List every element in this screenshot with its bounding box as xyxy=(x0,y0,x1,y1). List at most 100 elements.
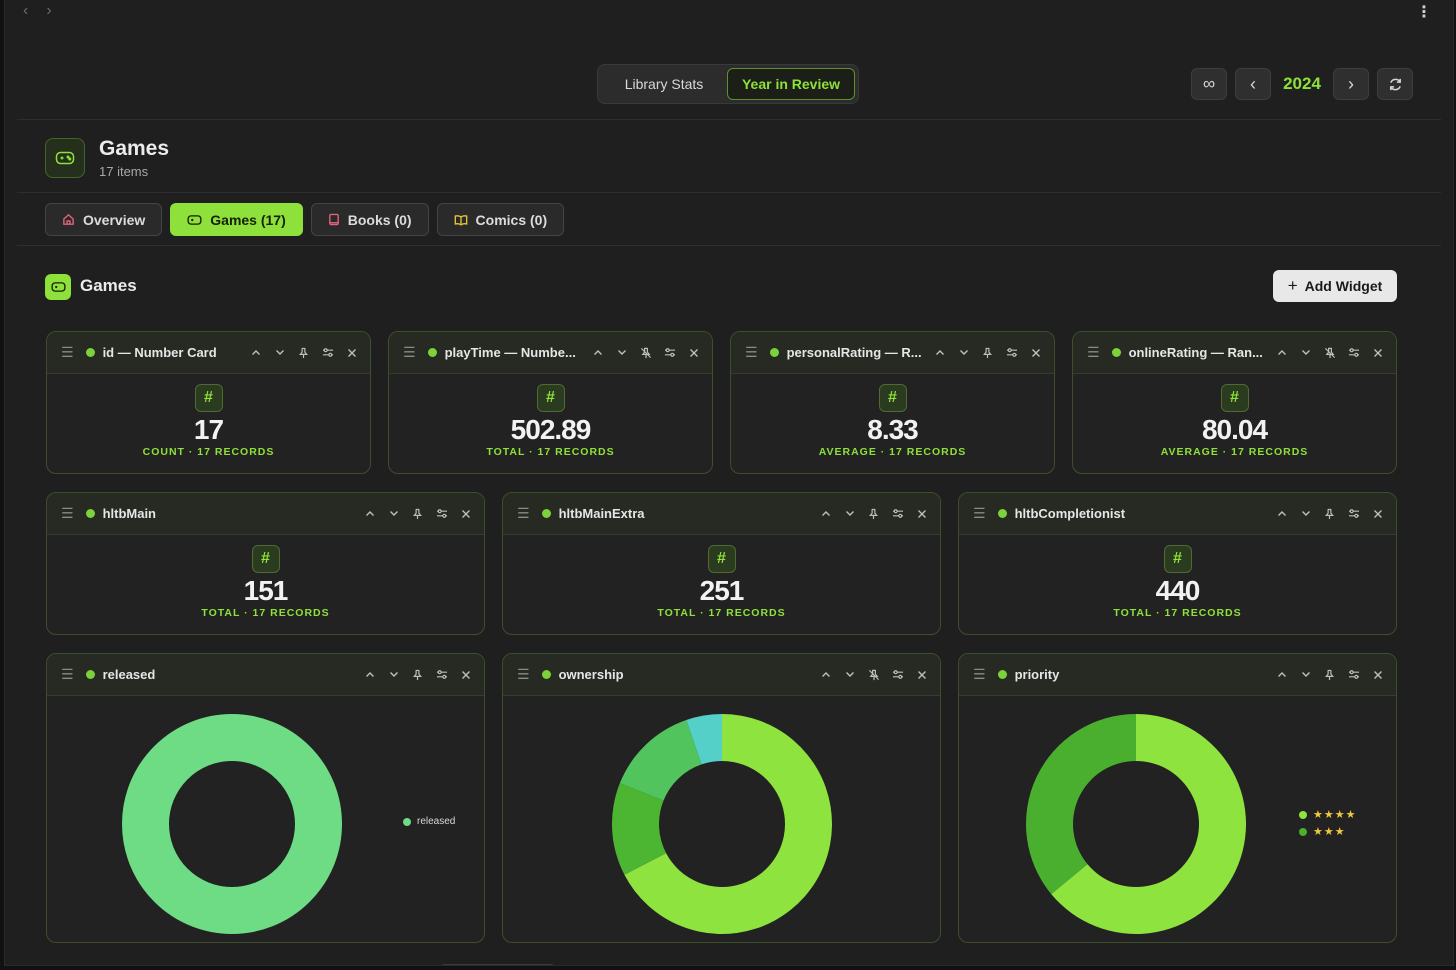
settings-icon[interactable] xyxy=(433,505,450,522)
settings-icon[interactable] xyxy=(889,666,906,683)
move-down-icon[interactable] xyxy=(271,344,288,361)
legend-label: released xyxy=(417,816,456,827)
move-down-icon[interactable] xyxy=(1297,344,1314,361)
drag-handle-icon[interactable]: ☰ xyxy=(1087,344,1100,360)
drag-handle-icon[interactable]: ☰ xyxy=(517,505,530,521)
tab-books[interactable]: Books (0) xyxy=(310,203,429,236)
widget-controls xyxy=(1273,344,1386,361)
pie-slice[interactable] xyxy=(612,783,667,875)
move-up-icon[interactable] xyxy=(1273,666,1290,683)
move-up-icon[interactable] xyxy=(817,666,834,683)
drag-handle-icon[interactable]: ☰ xyxy=(745,344,758,360)
close-icon[interactable] xyxy=(685,344,702,361)
chevron-left-icon: ‹ xyxy=(1250,73,1256,94)
donut-chart-widget: ☰ priority ★★★★ ★★★ xyxy=(958,653,1397,943)
drag-handle-icon[interactable]: ☰ xyxy=(61,505,74,521)
unpin-icon[interactable] xyxy=(865,666,882,683)
drag-handle-icon[interactable]: ☰ xyxy=(973,666,986,682)
move-down-icon[interactable] xyxy=(385,666,402,683)
close-icon[interactable] xyxy=(913,666,930,683)
move-up-icon[interactable] xyxy=(817,505,834,522)
close-icon[interactable] xyxy=(1369,505,1386,522)
drag-handle-icon[interactable]: ☰ xyxy=(61,344,74,360)
pin-icon[interactable] xyxy=(295,344,312,361)
unpin-icon[interactable] xyxy=(637,344,654,361)
next-year-button[interactable]: › xyxy=(1333,68,1369,100)
status-dot xyxy=(997,509,1007,518)
add-widget-button[interactable]: + Add Widget xyxy=(1273,270,1397,302)
legend-item[interactable]: ★★★ xyxy=(1299,825,1356,838)
section-title: Games xyxy=(80,276,137,295)
drag-handle-icon[interactable]: ☰ xyxy=(973,505,986,521)
move-up-icon[interactable] xyxy=(247,344,264,361)
close-icon[interactable] xyxy=(1369,344,1386,361)
pie-slice[interactable] xyxy=(122,714,342,934)
widget-body: # 80.04 AVERAGE · 17 RECORDS xyxy=(1073,384,1396,458)
legend-item[interactable]: ★★★★ xyxy=(1299,808,1356,821)
move-up-icon[interactable] xyxy=(361,505,378,522)
move-down-icon[interactable] xyxy=(1297,666,1314,683)
settings-icon[interactable] xyxy=(1345,344,1362,361)
move-down-icon[interactable] xyxy=(841,666,858,683)
settings-icon[interactable] xyxy=(1003,344,1020,361)
pin-icon[interactable] xyxy=(1321,666,1338,683)
move-down-icon[interactable] xyxy=(613,344,630,361)
close-icon[interactable] xyxy=(1027,344,1044,361)
back-icon[interactable]: ‹ xyxy=(23,2,29,19)
settings-icon[interactable] xyxy=(889,505,906,522)
drag-handle-icon[interactable]: ☰ xyxy=(61,666,74,682)
move-up-icon[interactable] xyxy=(931,344,948,361)
number-card-widget: ☰ onlineRating — Ran... # 80.04 AVERAGE … xyxy=(1072,331,1397,474)
unpin-icon[interactable] xyxy=(1321,344,1338,361)
settings-icon[interactable] xyxy=(433,666,450,683)
tab-games[interactable]: Games (17) xyxy=(170,203,303,236)
pin-icon[interactable] xyxy=(409,666,426,683)
move-up-icon[interactable] xyxy=(1273,344,1290,361)
pin-icon[interactable] xyxy=(865,505,882,522)
item-count: 17 items xyxy=(99,164,149,179)
pie-slice[interactable] xyxy=(619,719,702,801)
close-icon[interactable] xyxy=(913,505,930,522)
close-icon[interactable] xyxy=(457,666,474,683)
move-down-icon[interactable] xyxy=(841,505,858,522)
pie-slice[interactable] xyxy=(624,714,832,934)
donut-chart-widget: ☰ released released xyxy=(46,653,485,943)
move-up-icon[interactable] xyxy=(589,344,606,361)
drag-handle-icon[interactable]: ☰ xyxy=(517,666,530,682)
pin-icon[interactable] xyxy=(979,344,996,361)
widget-title: released xyxy=(102,667,156,682)
tab-comics[interactable]: Comics (0) xyxy=(436,203,565,236)
all-time-button[interactable]: ∞ xyxy=(1191,68,1227,100)
pin-icon[interactable] xyxy=(1321,505,1338,522)
refresh-button[interactable] xyxy=(1377,68,1413,100)
settings-icon[interactable] xyxy=(1345,666,1362,683)
horizontal-scrollbar[interactable] xyxy=(442,964,554,965)
pin-icon[interactable] xyxy=(409,505,426,522)
tab-overview[interactable]: Overview xyxy=(45,203,163,236)
drag-handle-icon[interactable]: ☰ xyxy=(403,344,416,360)
settings-icon[interactable] xyxy=(319,344,336,361)
move-up-icon[interactable] xyxy=(1273,505,1290,522)
widget-controls xyxy=(361,666,474,683)
settings-icon[interactable] xyxy=(661,344,678,361)
pie-slice[interactable] xyxy=(686,714,722,765)
move-down-icon[interactable] xyxy=(955,344,972,361)
widget-title: hltbMain xyxy=(102,506,156,521)
move-down-icon[interactable] xyxy=(1297,505,1314,522)
move-down-icon[interactable] xyxy=(385,505,402,522)
move-up-icon[interactable] xyxy=(361,666,378,683)
status-dot xyxy=(427,348,437,357)
close-icon[interactable] xyxy=(343,344,360,361)
close-icon[interactable] xyxy=(457,505,474,522)
forward-icon[interactable]: › xyxy=(46,2,52,19)
legend-item[interactable]: released xyxy=(403,816,455,827)
tab-label: Books (0) xyxy=(347,211,412,228)
more-menu-icon[interactable]: ⋮ xyxy=(1416,4,1432,21)
tab-library-stats[interactable]: Library Stats xyxy=(624,76,704,92)
settings-icon[interactable] xyxy=(1345,505,1362,522)
close-icon[interactable] xyxy=(1369,666,1386,683)
prev-year-button[interactable]: ‹ xyxy=(1235,68,1271,100)
tab-year-in-review[interactable]: Year in Review xyxy=(727,68,855,100)
pie-slice[interactable] xyxy=(1051,714,1246,934)
pie-slice[interactable] xyxy=(1026,714,1136,895)
